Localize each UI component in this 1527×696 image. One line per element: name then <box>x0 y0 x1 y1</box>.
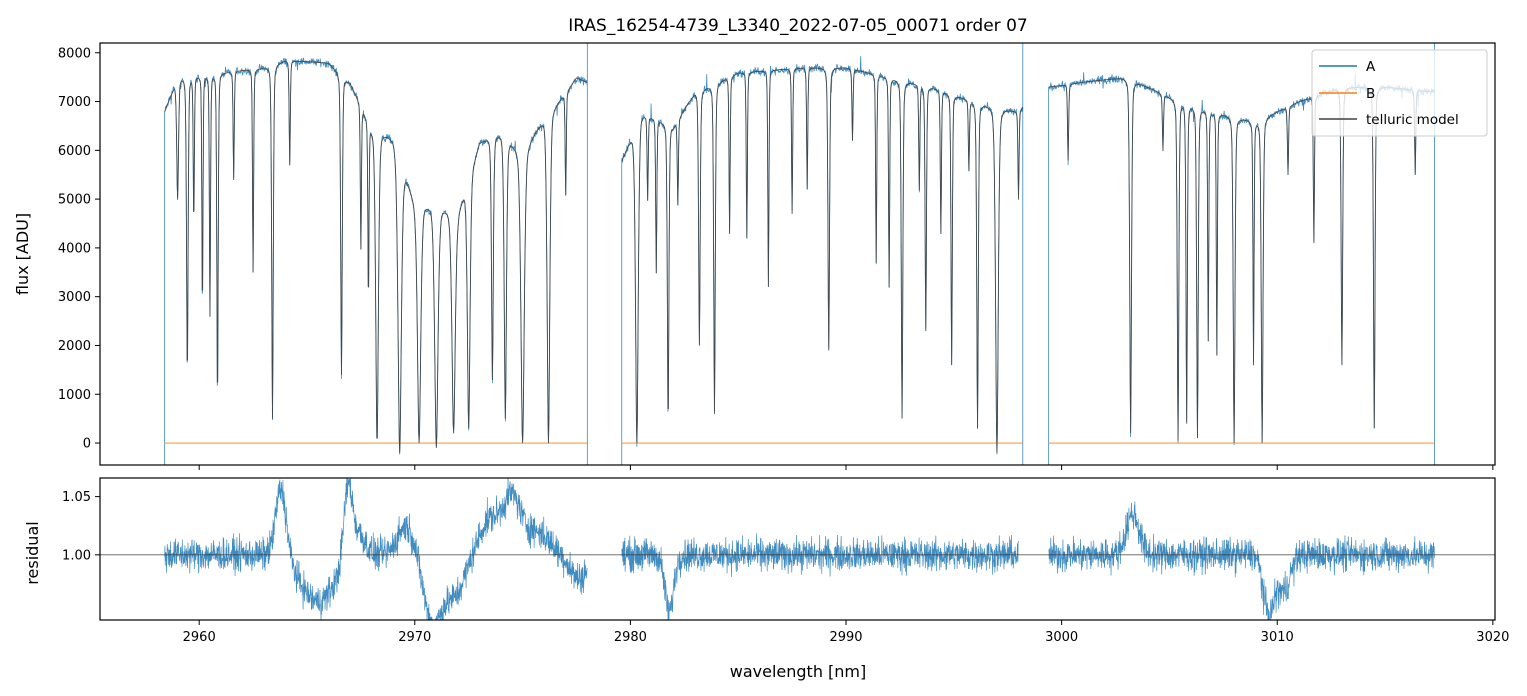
flux-ticks: 0 1000 2000 3000 4000 5000 6000 7000 8000 <box>58 46 1494 470</box>
flux-ytick-label: 8000 <box>58 46 91 61</box>
flux-ytick-label: 1000 <box>58 388 91 403</box>
residual-xlabel: wavelength [nm] <box>730 662 867 681</box>
chart-title: IRAS_16254-4739_L3340_2022-07-05_00071 o… <box>568 16 1027 36</box>
legend: A B telluric model <box>1311 49 1488 137</box>
residual-ytick-label: 1.00 <box>62 548 91 563</box>
flux-ytick-label: 4000 <box>58 241 91 256</box>
flux-ytick-label: 0 <box>83 437 91 452</box>
telluric-model-line <box>164 60 588 453</box>
residual-line <box>621 533 1019 620</box>
flux-ylabel: flux [ADU] <box>13 213 32 295</box>
flux-axes-frame <box>99 42 1496 466</box>
residual-xtick-label: 3010 <box>1261 630 1294 645</box>
residual-xtick-label: 2960 <box>183 630 216 645</box>
legend-label-b: B <box>1366 86 1375 102</box>
residual-panel: 1.00 1.05 2960 2970 2980 2990 3000 3010 3020 res… <box>23 477 1509 681</box>
legend-label-a: A <box>1366 59 1376 75</box>
flux-ytick-label: 6000 <box>58 144 91 159</box>
residual-xtick-label: 2970 <box>398 630 431 645</box>
flux-ytick-label: 3000 <box>58 290 91 305</box>
telluric-model-line <box>621 67 1024 453</box>
residual-ytick-label: 1.05 <box>62 490 91 505</box>
flux-ytick-label: 5000 <box>58 193 91 208</box>
legend-box <box>1311 49 1488 137</box>
flux-panel: 0 1000 2000 3000 4000 5000 6000 7000 8000 flux [… <box>13 42 1496 470</box>
residual-xtick-label: 3020 <box>1476 630 1509 645</box>
flux-ytick-label: 7000 <box>58 95 91 110</box>
residual-line <box>164 478 588 620</box>
residual-xtick-label: 2990 <box>829 630 862 645</box>
residual-xtick-label: 3000 <box>1045 630 1078 645</box>
residual-axes-frame <box>99 477 1496 621</box>
residual-plot-area <box>100 478 1495 620</box>
legend-label-telluric-model: telluric model <box>1366 112 1459 128</box>
residual-ticks: 1.00 1.05 2960 2970 2980 2990 3000 3010 3020 <box>62 490 1509 645</box>
residual-ylabel: residual <box>23 521 42 584</box>
residual-xtick-label: 2980 <box>614 630 647 645</box>
flux-ytick-label: 2000 <box>58 339 91 354</box>
residual-line <box>1048 501 1435 620</box>
